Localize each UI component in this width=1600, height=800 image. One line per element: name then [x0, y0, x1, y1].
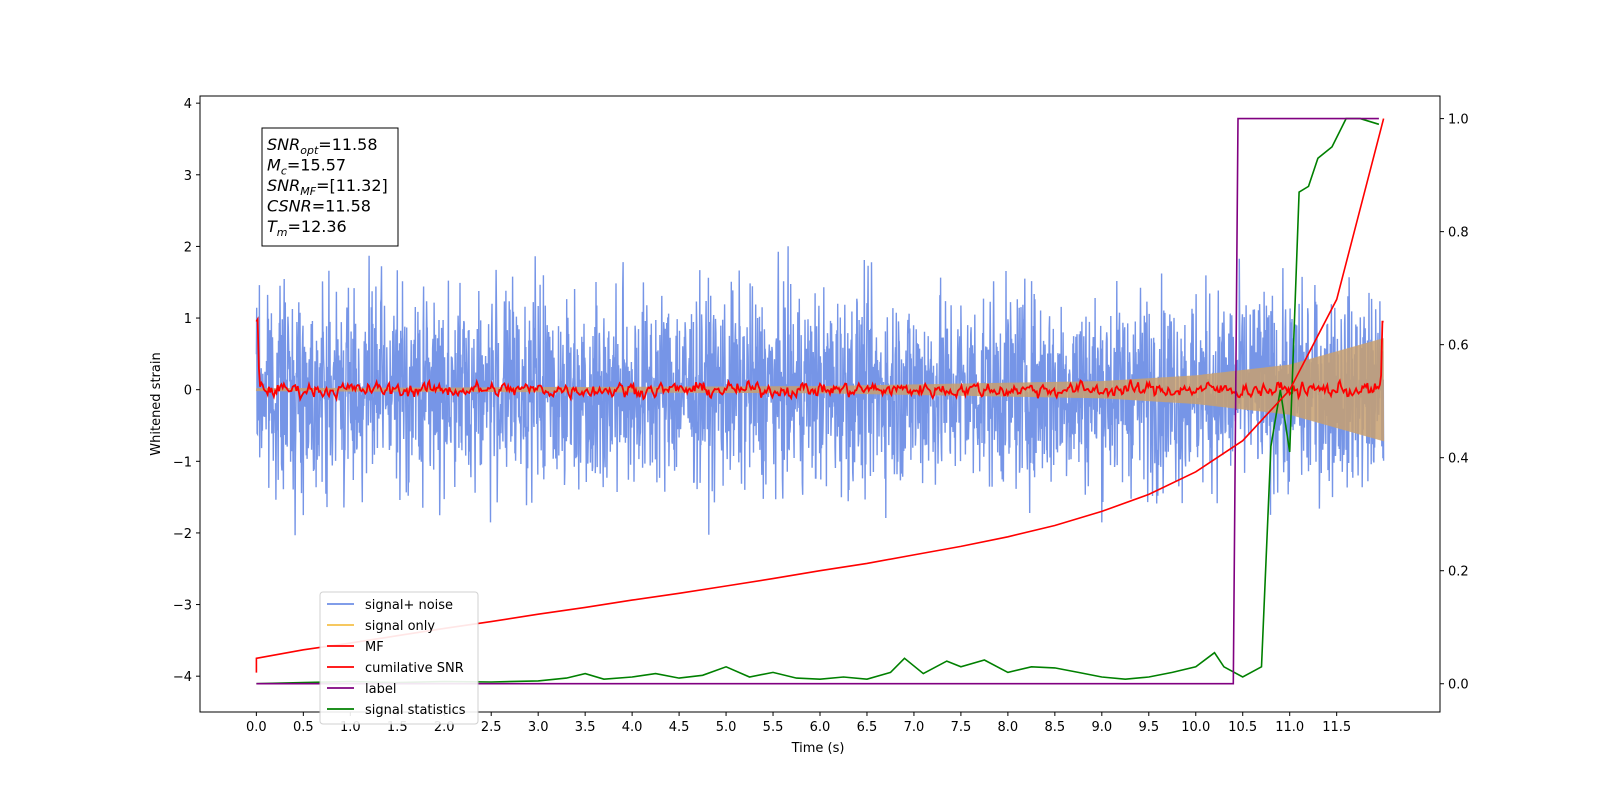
x-tick-label: 7.5 [951, 720, 972, 735]
x-tick-label: 11.5 [1322, 720, 1351, 735]
x-tick-label: 0.5 [293, 720, 314, 735]
legend-entry: signal statistics [365, 703, 466, 718]
legend-frame [319, 591, 479, 725]
annotation-box: SNRopt=11.58Mc=15.57SNRMF=[11.32]CSNR=11… [261, 127, 399, 247]
x-tick-label: 10.0 [1181, 720, 1210, 735]
x-tick-label: 11.0 [1275, 720, 1304, 735]
x-tick-label: 6.0 [810, 720, 831, 735]
y2-tick-label: 0.4 [1448, 452, 1469, 467]
annotation-line: SNRopt=11.58 [267, 135, 378, 157]
x-tick-label: 4.5 [669, 720, 690, 735]
x-tick-label: 5.5 [763, 720, 784, 735]
x-tick-label: 0.0 [246, 720, 267, 735]
legend-entry: label [365, 682, 396, 697]
series-layer [255, 117, 1385, 685]
legend-entry: signal only [365, 619, 435, 634]
x-tick-label: 7.0 [904, 720, 925, 735]
x-tick-label: 8.0 [998, 720, 1019, 735]
annotation-line: Tm=12.36 [267, 217, 347, 239]
x-tick-label: 9.0 [1091, 720, 1112, 735]
series-signal-statistics [256, 117, 1380, 685]
y-tick-label: −3 [173, 599, 192, 614]
legend-entry: cumilative SNR [365, 661, 464, 676]
annotation-line: Mc=15.57 [267, 156, 346, 178]
y-tick-label: −4 [173, 670, 192, 685]
x-tick-label: 9.5 [1138, 720, 1159, 735]
y-tick-label: 0 [184, 384, 192, 399]
y2-axis: 0.0 0.2 0.4 0.6 0.8 1.0 [1440, 113, 1469, 693]
x-tick-label: 5.0 [716, 720, 737, 735]
annotation-frame [261, 127, 399, 247]
y-tick-label: 1 [184, 312, 192, 327]
x-axis-label: Time (s) [791, 741, 845, 756]
x-tick-label: 4.0 [622, 720, 643, 735]
y2-tick-label: 1.0 [1448, 113, 1469, 128]
series-mf [255, 316, 1384, 402]
y-tick-label: 4 [184, 97, 192, 112]
x-tick-label: 10.5 [1228, 720, 1257, 735]
annotation-line: CSNR=11.58 [267, 197, 371, 216]
legend-entry: signal+ noise [365, 598, 453, 613]
y-tick-label: −2 [173, 527, 192, 542]
x-tick-label: 8.5 [1045, 720, 1066, 735]
y-axis: 4 3 2 1 0 −1 −2 −3 −4 [173, 97, 200, 685]
y-tick-label: 3 [184, 169, 192, 184]
y-axis-label: Whitened strain [149, 352, 164, 455]
x-tick-label: 2.5 [481, 720, 502, 735]
y-tick-label: −1 [173, 455, 192, 470]
series-label [256, 117, 1379, 685]
legend: signal+ noise signal only MF cumilative SNR… [319, 591, 479, 725]
y2-tick-label: 0.0 [1448, 678, 1469, 693]
y2-tick-label: 0.6 [1448, 339, 1469, 354]
x-tick-label: 6.5 [857, 720, 878, 735]
x-tick-label: 3.5 [575, 720, 596, 735]
legend-entry: MF [365, 640, 384, 655]
x-tick-label: 3.0 [528, 720, 549, 735]
annotation-line: SNRMF=[11.32] [267, 176, 388, 198]
y2-tick-label: 0.2 [1448, 565, 1469, 580]
y2-tick-label: 0.8 [1448, 226, 1469, 241]
y-tick-label: 2 [184, 240, 192, 255]
